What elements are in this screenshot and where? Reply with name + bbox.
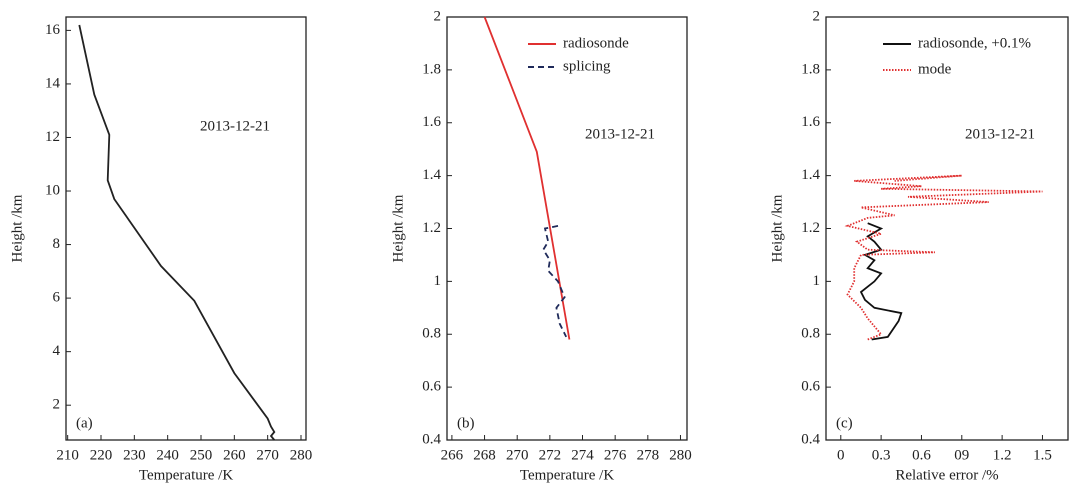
y-tick-label: 12 — [45, 129, 60, 145]
x-tick-label: 270 — [506, 447, 529, 463]
x-tick-label: 276 — [604, 447, 627, 463]
panel-label: (a) — [76, 415, 93, 431]
x-tick-label: 274 — [571, 447, 594, 463]
x-tick-label: 220 — [90, 447, 113, 463]
panel-label: (c) — [836, 415, 853, 431]
y-axis-label: Height /km — [769, 194, 785, 262]
y-tick-label: 2 — [813, 8, 821, 24]
y-tick-label: 2 — [434, 8, 442, 24]
plot-frame — [446, 16, 688, 441]
annotation: 2013-12-21 — [585, 126, 655, 142]
y-tick-label: 0.6 — [801, 379, 820, 395]
x-tick-label: 240 — [156, 447, 179, 463]
panel-label: (b) — [457, 415, 475, 431]
legend-label: radiosonde, +0.1% — [918, 35, 1031, 51]
x-tick-label: 1.2 — [993, 447, 1012, 463]
y-tick-label: 0.6 — [422, 379, 441, 395]
y-tick-label: 1 — [434, 273, 442, 289]
y-tick-label: 1.4 — [422, 167, 441, 183]
annotation: 2013-12-21 — [200, 118, 270, 134]
data-line — [542, 225, 568, 338]
legend-label: radiosonde — [563, 35, 629, 51]
y-tick-label: 1.6 — [422, 114, 441, 130]
x-tick-label: 09 — [954, 447, 969, 463]
panel: 266 268 270 272 274 276 278 280 0.4 0.6 0.8 1 1.2 1.4… — [390, 8, 691, 483]
panel: 0 0.3 0.6 09 1.2 1.5 0.4 0.6 0.8 1 1.2 1.4 1.6 1.8 2 Re… — [769, 8, 1069, 483]
x-tick-label: 280 — [669, 447, 692, 463]
data-line — [78, 24, 276, 441]
x-tick-label: 1.5 — [1033, 447, 1052, 463]
legend-label: splicing — [563, 58, 611, 74]
plot-frame — [65, 16, 307, 441]
y-tick-label: 0.8 — [801, 326, 820, 342]
data-line — [483, 16, 571, 340]
data-line — [844, 174, 1043, 341]
y-tick-label: 0.4 — [422, 431, 441, 447]
x-tick-label: 0.6 — [912, 447, 931, 463]
y-tick-label: 0.8 — [422, 326, 441, 342]
data-line — [859, 222, 903, 341]
y-tick-label: 0.4 — [801, 431, 820, 447]
y-tick-label: 10 — [45, 182, 60, 198]
x-tick-label: 0 — [837, 447, 845, 463]
y-tick-label: 14 — [45, 75, 61, 91]
y-tick-label: 1.6 — [801, 114, 820, 130]
y-tick-label: 1.2 — [422, 220, 441, 236]
x-tick-label: 0.3 — [872, 447, 891, 463]
x-tick-label: 266 — [441, 447, 464, 463]
panel: 210 220 230 240 250 260 270 280 2 4 6 8 10 12 14 16 Temp… — [9, 16, 313, 483]
y-tick-label: 1.8 — [801, 61, 820, 77]
legend-label: mode — [918, 61, 952, 77]
y-tick-label: 1.2 — [801, 220, 820, 236]
y-tick-label: 8 — [53, 236, 61, 252]
x-axis-label: Relative error /% — [895, 467, 998, 483]
x-tick-label: 272 — [539, 447, 562, 463]
x-tick-label: 250 — [190, 447, 213, 463]
y-axis-label: Height /km — [390, 194, 406, 262]
y-tick-label: 1 — [813, 273, 821, 289]
x-tick-label: 260 — [223, 447, 246, 463]
annotation: 2013-12-21 — [965, 126, 1035, 142]
x-tick-label: 268 — [473, 447, 496, 463]
x-tick-label: 230 — [123, 447, 146, 463]
y-axis-label: Height /km — [9, 194, 25, 262]
y-tick-label: 4 — [53, 343, 61, 359]
y-tick-label: 6 — [53, 290, 61, 306]
x-axis-label: Temperature /K — [139, 467, 233, 483]
x-tick-label: 210 — [56, 447, 79, 463]
x-tick-label: 278 — [637, 447, 660, 463]
y-tick-label: 1.8 — [422, 61, 441, 77]
y-tick-label: 2 — [53, 397, 61, 413]
x-tick-label: 270 — [256, 447, 279, 463]
y-tick-label: 16 — [45, 22, 61, 38]
x-tick-label: 280 — [290, 447, 313, 463]
x-axis-label: Temperature /K — [520, 467, 614, 483]
y-tick-label: 1.4 — [801, 167, 820, 183]
